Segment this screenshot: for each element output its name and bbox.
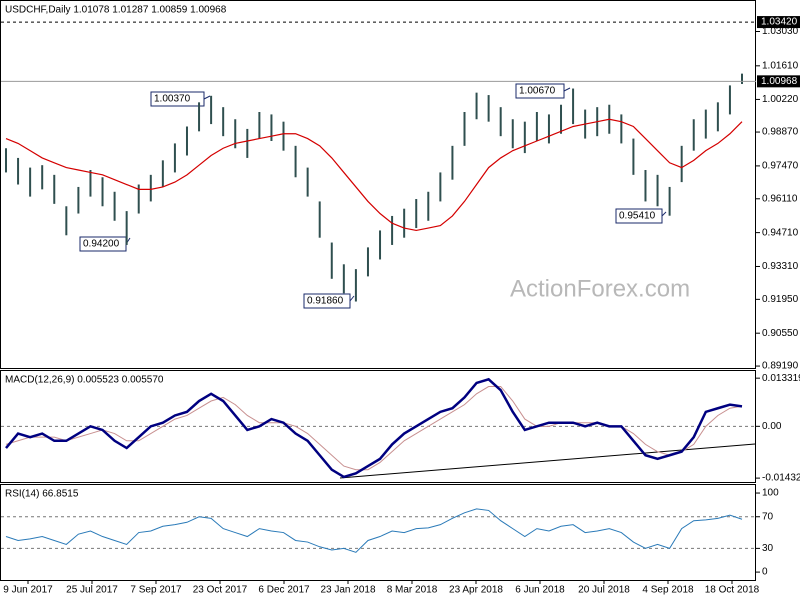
annotation: 0.94200 xyxy=(83,239,120,250)
y-tick-label: 30 xyxy=(762,543,774,554)
annotation-leader xyxy=(661,211,667,217)
resistance-label-box xyxy=(757,16,800,29)
annotation: 1.00670 xyxy=(519,86,556,97)
y-tick-label: 70 xyxy=(762,511,774,522)
annotation-box xyxy=(150,91,205,107)
annotation-leader xyxy=(349,295,355,302)
y-tick-label: -0.014323 xyxy=(762,473,800,484)
watermark: ActionForex.com xyxy=(510,275,690,302)
x-tick-label: 7 Sep 2017 xyxy=(130,585,182,596)
x-tick-label: 23 Apr 2018 xyxy=(449,585,503,596)
resistance-label: 1.03420 xyxy=(761,17,798,28)
y-tick-label: 0 xyxy=(762,567,768,578)
last-label: 1.00968 xyxy=(761,76,798,87)
last-label-box xyxy=(757,75,800,88)
annotation: 0.95410 xyxy=(619,211,656,222)
annotation-box xyxy=(515,83,565,99)
annotation-leader xyxy=(563,87,571,92)
y-tick-label: 0.013319 xyxy=(762,373,800,384)
y-tick-label: 0.96110 xyxy=(762,193,798,204)
annotation: 0.91860 xyxy=(307,296,344,307)
rsi-title: RSI(14) 66.8515 xyxy=(5,489,79,500)
y-tick-label: 100 xyxy=(762,488,779,499)
macd-panel xyxy=(0,370,756,483)
y-tick-label: 0.00 xyxy=(762,421,782,432)
moving-average xyxy=(5,118,743,232)
annotation-leader xyxy=(203,95,211,100)
x-tick-label: 9 Jun 2017 xyxy=(3,585,53,596)
chart-title: USDCHF,Daily 1.01078 1.01287 1.00859 1.0… xyxy=(5,5,227,16)
annotation-box xyxy=(303,293,351,309)
y-tick-label: 0.94710 xyxy=(762,227,799,238)
rsi-line xyxy=(5,508,743,553)
x-tick-label: 8 Mar 2018 xyxy=(387,585,438,596)
macd-line xyxy=(5,377,743,479)
y-tick-label: 1.00220 xyxy=(762,94,799,105)
y-tick-label: 0.98870 xyxy=(762,127,799,138)
y-tick-label: 0.97470 xyxy=(762,161,799,172)
rsi-panel xyxy=(0,484,756,581)
y-tick-label: 1.03030 xyxy=(762,26,799,37)
x-tick-label: 23 Oct 2017 xyxy=(193,585,248,596)
annotation: 1.00370 xyxy=(154,94,191,105)
x-tick-label: 20 Jul 2018 xyxy=(578,585,630,596)
price-panel xyxy=(0,0,756,369)
annotation-box xyxy=(615,208,663,224)
x-tick-label: 6 Jun 2018 xyxy=(515,585,565,596)
x-tick-label: 23 Jan 2018 xyxy=(320,585,375,596)
x-tick-label: 18 Oct 2018 xyxy=(705,585,760,596)
y-tick-label: 0.89190 xyxy=(762,361,799,372)
macd-title: MACD(12,26,9) 0.005523 0.005570 xyxy=(5,375,164,386)
x-tick-label: 25 Jul 2017 xyxy=(66,585,118,596)
y-tick-label: 1.01610 xyxy=(762,60,799,71)
y-tick-label: 0.91950 xyxy=(762,294,799,305)
x-tick-label: 6 Dec 2017 xyxy=(258,585,310,596)
x-tick-label: 4 Sep 2018 xyxy=(642,585,694,596)
y-tick-label: 0.93310 xyxy=(762,261,799,272)
y-tick-label: 0.90550 xyxy=(762,328,799,339)
